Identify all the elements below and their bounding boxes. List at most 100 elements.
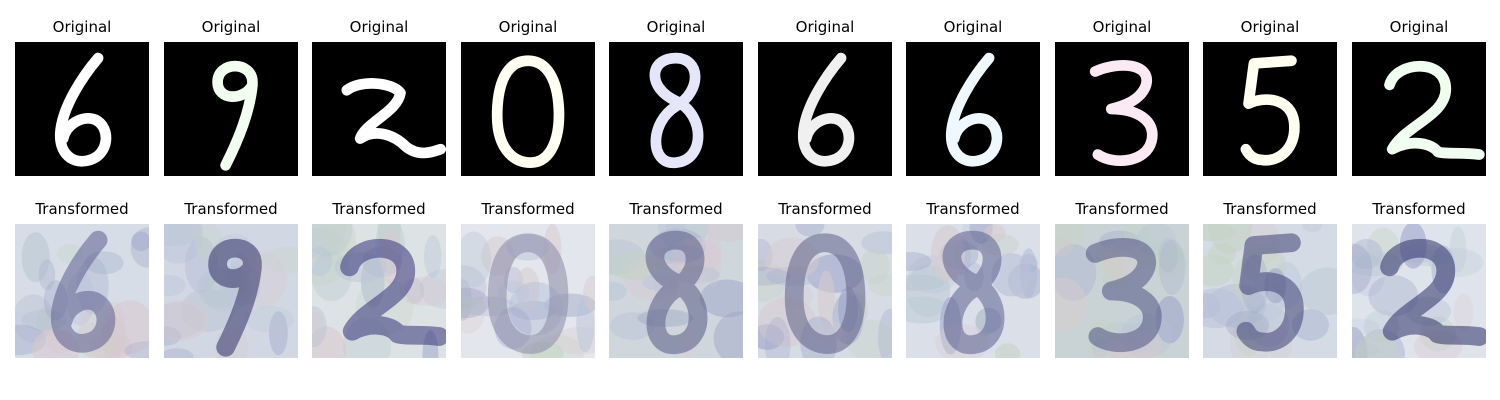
noise-blob [906, 252, 932, 271]
digit-stroke [946, 52, 1003, 167]
digit-stroke [1089, 60, 1158, 166]
noise-blob [795, 224, 825, 237]
transformed-digit-panel: Transformed [312, 196, 446, 358]
noise-blob [1352, 239, 1383, 270]
noise-blob [312, 246, 333, 277]
digit-image [758, 42, 892, 176]
noise-blob [164, 275, 186, 297]
noise-blob [758, 324, 785, 350]
digit-image [609, 42, 743, 176]
noise-blob [713, 311, 743, 358]
original-digit-panel: Original [164, 14, 298, 176]
panel-title: Transformed [778, 200, 872, 218]
noise-blob [1352, 254, 1386, 297]
panel-title: Original [1240, 18, 1300, 36]
digit-stroke [487, 233, 569, 354]
panel-title: Original [52, 18, 112, 36]
digit-image [15, 42, 149, 176]
transformed-digit-panel: Transformed [1055, 196, 1189, 358]
transformed-digit-panel: Transformed [15, 196, 149, 358]
noise-blob [245, 305, 295, 333]
noise-blob [758, 267, 791, 286]
noise-blob [15, 294, 54, 343]
transformed-digit-panel: Transformed [758, 196, 892, 358]
digit-image [164, 42, 298, 176]
digit-image [1203, 224, 1337, 358]
digit-stroke [649, 52, 704, 168]
noise-blob [1055, 237, 1074, 256]
noise-blob [1299, 267, 1337, 315]
noise-blob [906, 296, 950, 324]
digit-image [1352, 224, 1486, 358]
digit-image [1352, 42, 1486, 176]
digit-stroke [1380, 239, 1486, 346]
digit-image [461, 42, 595, 176]
noise-blob [994, 343, 1021, 358]
panel-title: Transformed [1372, 200, 1466, 218]
noise-blob [991, 253, 1032, 297]
transformed-digit-panel: Transformed [1352, 196, 1486, 358]
digit-image [758, 224, 892, 358]
noise-blob [764, 317, 791, 358]
digit-stroke [55, 52, 112, 167]
noise-blob [1352, 327, 1368, 358]
noise-blob [609, 281, 627, 301]
panel-title: Transformed [629, 200, 723, 218]
digit-stroke [784, 233, 866, 354]
noise-blob [1055, 244, 1097, 301]
digit-image [609, 224, 743, 358]
digit-stroke [1236, 233, 1304, 352]
noise-blob [1203, 224, 1237, 242]
panel-title: Transformed [481, 200, 575, 218]
panel-title: Transformed [184, 200, 278, 218]
noise-blob [269, 311, 288, 356]
noise-blob [130, 227, 149, 268]
noise-blob [1158, 238, 1178, 273]
digit-image [906, 224, 1040, 358]
image-background [906, 42, 1040, 176]
transformed-digit-panel: Transformed [906, 196, 1040, 358]
panel-title: Original [795, 18, 855, 36]
noise-blob [131, 231, 149, 252]
noise-blob [877, 308, 892, 358]
panel-title: Original [1389, 18, 1449, 36]
noise-blob [164, 300, 209, 341]
panel-title: Transformed [35, 200, 129, 218]
digit-stroke [1384, 61, 1485, 160]
noise-blob [576, 296, 595, 353]
original-digit-panel: Original [1055, 14, 1189, 176]
noise-blob [861, 231, 892, 255]
digit-image [1203, 42, 1337, 176]
noise-blob [312, 224, 346, 259]
noise-blob [260, 246, 298, 273]
panel-title: Original [646, 18, 706, 36]
original-digit-panel: Original [461, 14, 595, 176]
digit-image [312, 42, 446, 176]
digit-stroke [1085, 238, 1162, 352]
noise-blob [21, 232, 50, 283]
noise-blob [1352, 341, 1379, 358]
noise-blob [38, 259, 56, 291]
noise-blob [1149, 244, 1189, 277]
noise-blob [1055, 224, 1084, 254]
noise-blob [312, 326, 346, 358]
digit-stroke [942, 230, 1005, 354]
noise-blob [1352, 318, 1380, 336]
panel-title: Transformed [1075, 200, 1169, 218]
panel-title: Original [349, 18, 409, 36]
transformed-digit-panel: Transformed [1203, 196, 1337, 358]
noise-blob [184, 236, 218, 294]
digit-stroke [340, 239, 446, 346]
digit-stroke [798, 52, 855, 167]
noise-blob [1453, 293, 1474, 333]
panel-title: Transformed [332, 200, 426, 218]
noise-blob [424, 234, 442, 278]
digit-image [461, 224, 595, 358]
original-digit-panel: Original [15, 14, 149, 176]
noise-blob [552, 326, 595, 355]
digit-stroke [491, 55, 565, 168]
digit-image [312, 224, 446, 358]
image-background [15, 42, 149, 176]
panel-title: Original [498, 18, 558, 36]
panel-title: Transformed [926, 200, 1020, 218]
